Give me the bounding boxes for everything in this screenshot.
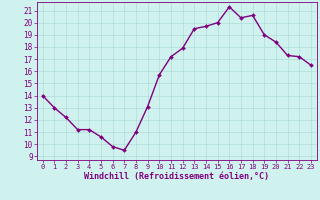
X-axis label: Windchill (Refroidissement éolien,°C): Windchill (Refroidissement éolien,°C) bbox=[84, 172, 269, 181]
